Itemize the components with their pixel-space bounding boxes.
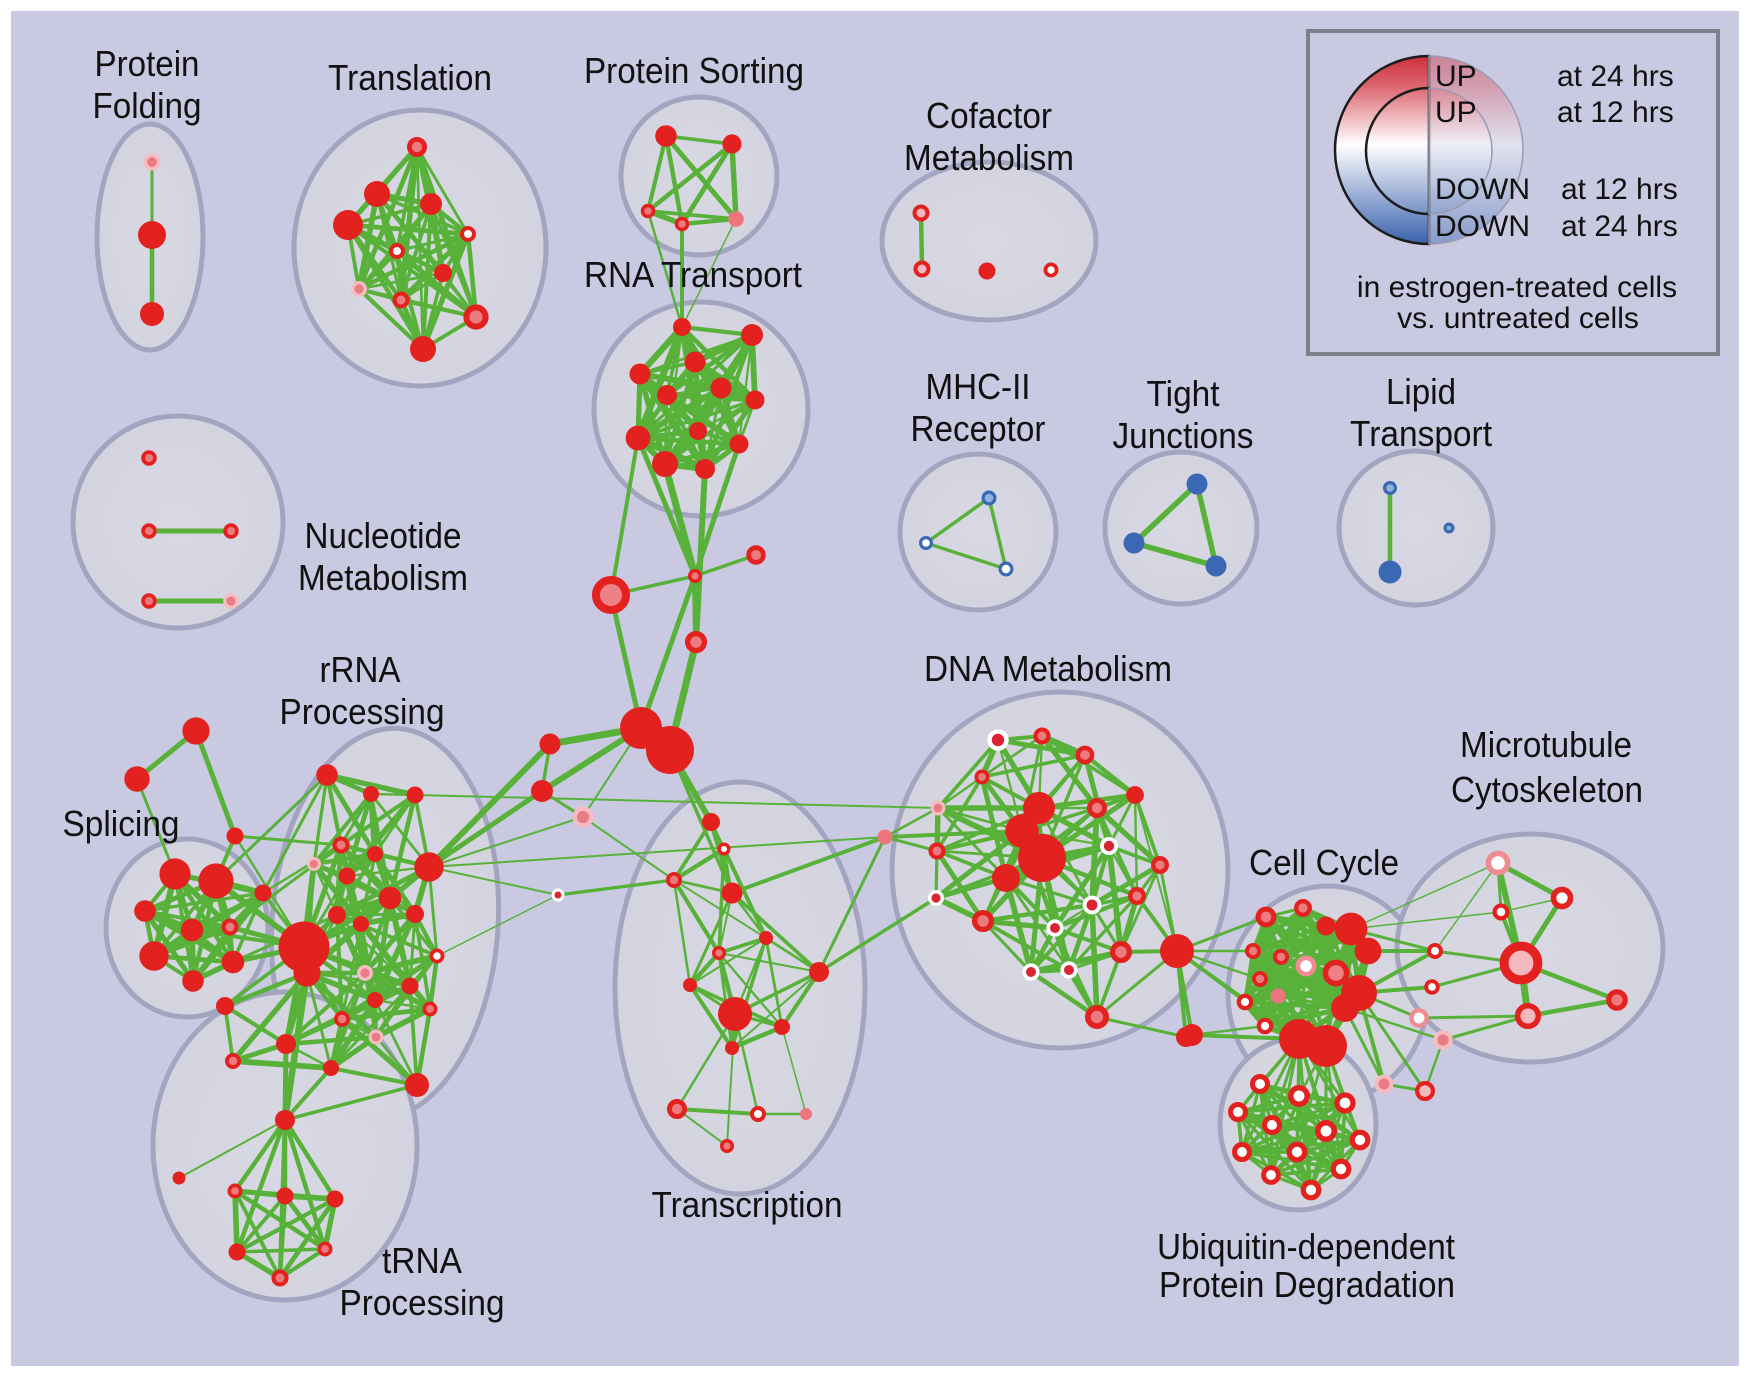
svg-text:at 12 hrs: at 12 hrs — [1561, 173, 1678, 206]
svg-text:Processing: Processing — [340, 1282, 505, 1323]
svg-text:Transcription: Transcription — [652, 1184, 843, 1225]
svg-text:UP: UP — [1435, 60, 1477, 93]
svg-text:Tight: Tight — [1147, 373, 1220, 414]
svg-text:Ubiquitin-dependent: Ubiquitin-dependent — [1157, 1226, 1455, 1267]
svg-text:tRNA: tRNA — [382, 1240, 462, 1281]
svg-text:Receptor: Receptor — [911, 408, 1046, 449]
svg-text:Junctions: Junctions — [1113, 415, 1254, 456]
svg-text:Metabolism: Metabolism — [298, 557, 468, 598]
svg-text:Processing: Processing — [280, 691, 445, 732]
svg-text:UP: UP — [1435, 96, 1477, 129]
svg-text:rRNA: rRNA — [320, 649, 401, 690]
svg-text:Translation: Translation — [328, 57, 492, 98]
svg-text:Cytoskeleton: Cytoskeleton — [1451, 769, 1643, 810]
svg-text:vs. untreated cells: vs. untreated cells — [1397, 302, 1639, 335]
svg-text:DOWN: DOWN — [1435, 210, 1530, 243]
svg-text:Splicing: Splicing — [63, 803, 180, 844]
svg-text:at 24 hrs: at 24 hrs — [1557, 60, 1674, 93]
svg-text:Lipid: Lipid — [1386, 371, 1456, 412]
svg-text:Protein Sorting: Protein Sorting — [584, 50, 804, 91]
svg-text:MHC-II: MHC-II — [926, 366, 1031, 407]
svg-text:Metabolism: Metabolism — [904, 137, 1074, 178]
svg-text:at 12 hrs: at 12 hrs — [1557, 96, 1674, 129]
svg-text:Microtubule: Microtubule — [1460, 724, 1632, 765]
svg-text:Protein Degradation: Protein Degradation — [1159, 1264, 1455, 1305]
svg-text:Folding: Folding — [93, 85, 202, 126]
svg-text:Cofactor: Cofactor — [926, 95, 1052, 136]
svg-text:DOWN: DOWN — [1435, 173, 1530, 206]
svg-text:Transport: Transport — [1350, 413, 1492, 454]
svg-text:DNA Metabolism: DNA Metabolism — [924, 648, 1172, 689]
svg-text:Cell Cycle: Cell Cycle — [1249, 842, 1399, 883]
svg-text:Nucleotide: Nucleotide — [305, 515, 462, 556]
svg-text:at 24 hrs: at 24 hrs — [1561, 210, 1678, 243]
svg-text:in estrogen-treated cells: in estrogen-treated cells — [1357, 271, 1677, 304]
svg-text:RNA Transport: RNA Transport — [584, 254, 802, 295]
svg-text:Protein: Protein — [95, 43, 200, 84]
